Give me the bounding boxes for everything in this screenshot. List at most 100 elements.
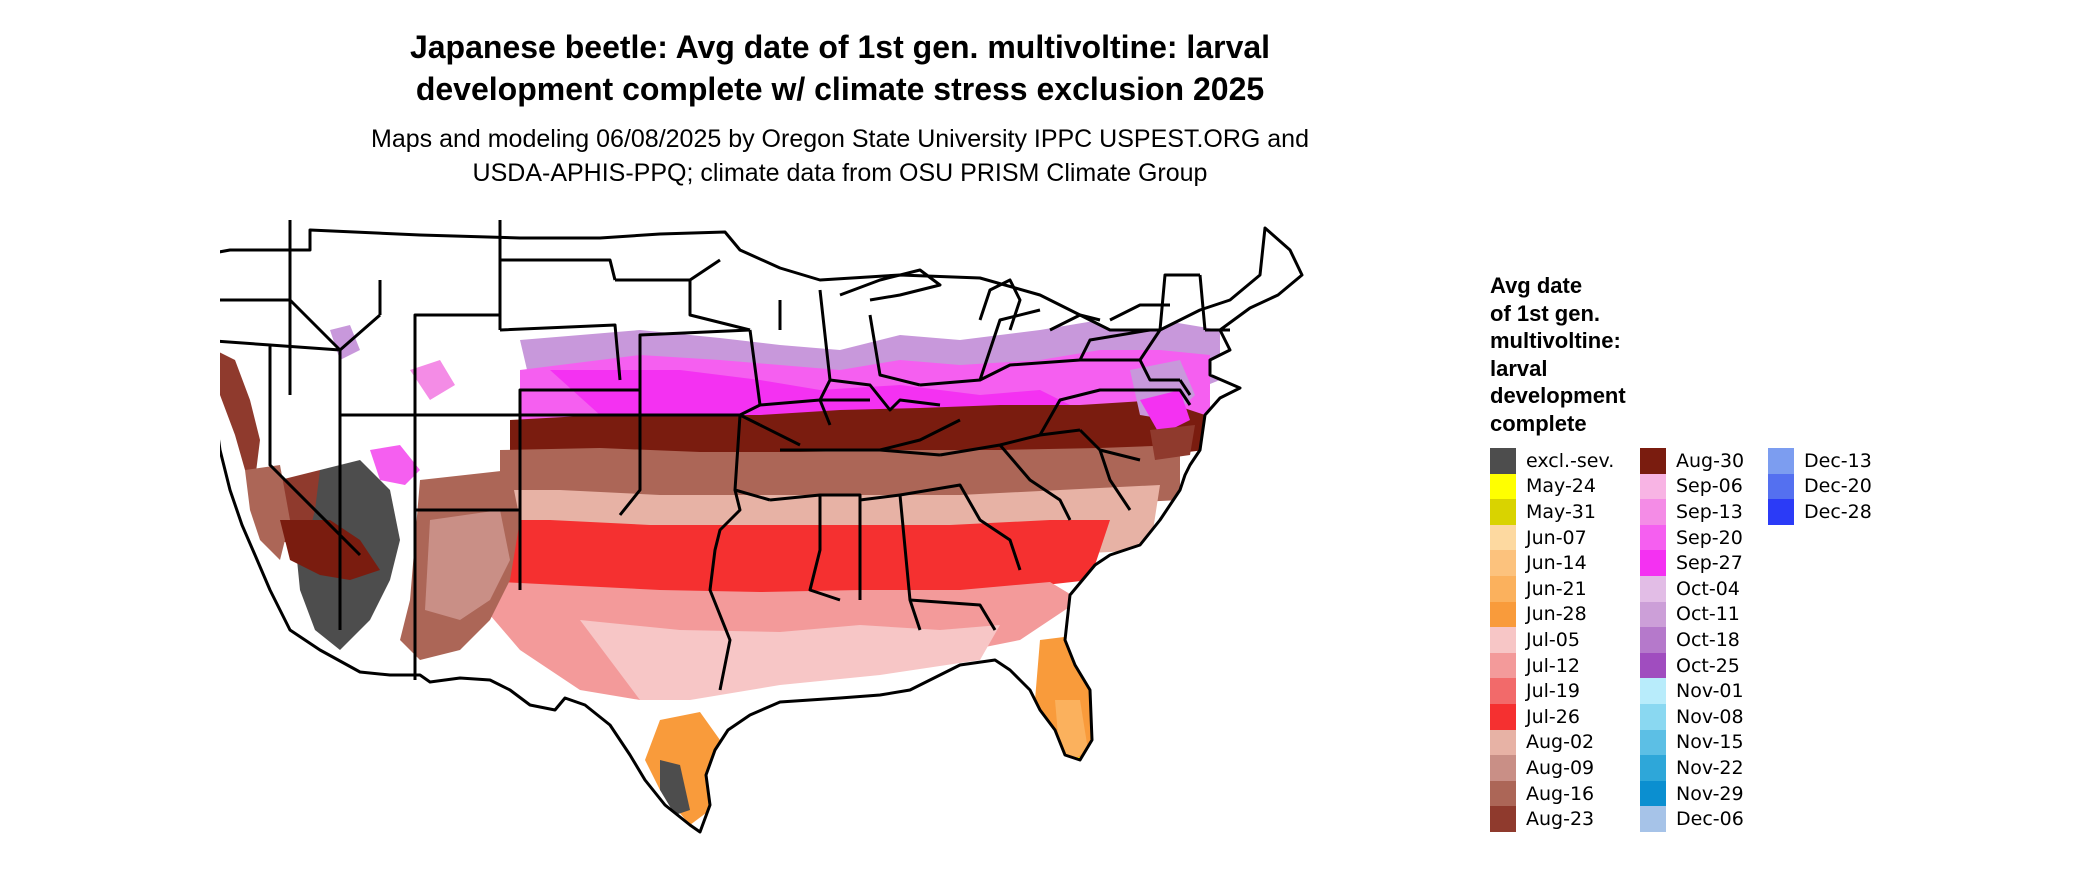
legend-column-3: Dec-13 Dec-20 Dec-28 (1768, 448, 1872, 525)
legend-label: Oct-18 (1676, 628, 1740, 651)
map-title: Japanese beetle: Avg date of 1st gen. mu… (0, 26, 1680, 110)
map-subtitle-line-2: USDA-APHIS-PPQ; climate data from OSU PR… (472, 159, 1208, 187)
legend-swatch (1640, 499, 1666, 525)
legend-item: Sep-20 (1640, 524, 1744, 551)
legend-label: Jul-26 (1526, 705, 1580, 728)
map-title-line-1: Japanese beetle: Avg date of 1st gen. mu… (409, 29, 1271, 65)
legend-item: Oct-25 (1640, 652, 1744, 679)
legend-swatch (1490, 575, 1516, 602)
legend-title-line: of 1st gen. (1490, 300, 1601, 326)
legend-item: Jul-05 (1490, 627, 1614, 653)
legend-swatch (1640, 652, 1666, 679)
legend-item: Oct-04 (1640, 575, 1744, 602)
legend-label: Jun-07 (1526, 526, 1587, 549)
legend-item: Aug-16 (1490, 780, 1614, 807)
legend-label: Nov-08 (1676, 705, 1744, 728)
legend-swatch (1640, 448, 1666, 474)
legend-label: Jun-14 (1526, 552, 1587, 575)
legend-swatch (1490, 524, 1516, 551)
legend-item: Jul-12 (1490, 652, 1614, 679)
legend-swatch (1490, 473, 1516, 500)
legend-item: excl.-sev. (1490, 448, 1614, 474)
legend-item: Sep-27 (1640, 550, 1744, 576)
legend-label: Sep-13 (1676, 500, 1743, 523)
legend-item: Nov-08 (1640, 703, 1744, 730)
legend-label: Oct-11 (1676, 603, 1740, 626)
legend-item: Jul-19 (1490, 678, 1614, 704)
legend-swatch (1490, 729, 1516, 756)
legend-label: Sep-06 (1676, 475, 1743, 498)
legend-item: Nov-29 (1640, 780, 1744, 807)
legend-swatch (1640, 601, 1666, 628)
legend-item: Dec-28 (1768, 499, 1872, 525)
legend-swatch (1640, 627, 1666, 653)
legend-item: Jun-21 (1490, 575, 1614, 602)
legend-label: Dec-13 (1804, 449, 1872, 472)
legend-label: Aug-09 (1526, 756, 1595, 779)
legend-item: Jun-14 (1490, 550, 1614, 576)
legend-label: Aug-02 (1526, 731, 1595, 754)
map-title-line-2: development complete w/ climate stress e… (415, 71, 1265, 107)
legend-swatch (1640, 575, 1666, 602)
us-phenology-map (220, 220, 1304, 834)
legend-label: Nov-22 (1676, 756, 1744, 779)
legend-label: Jul-05 (1526, 628, 1580, 651)
legend-swatch (1768, 473, 1794, 500)
legend-swatch (1640, 703, 1666, 730)
legend-swatch (1640, 806, 1666, 832)
legend-label: Sep-27 (1676, 552, 1743, 575)
legend-item: Nov-15 (1640, 729, 1744, 756)
legend-swatch (1490, 448, 1516, 474)
legend-item: Jun-07 (1490, 524, 1614, 551)
legend-swatch (1640, 678, 1666, 704)
legend-title: Avg date of 1st gen. multivoltine: larva… (1490, 272, 1626, 437)
legend-swatch (1490, 499, 1516, 525)
legend-item: Aug-23 (1490, 806, 1614, 832)
legend-item: Dec-20 (1768, 473, 1872, 500)
legend-label: Dec-20 (1804, 475, 1872, 498)
legend-label: excl.-sev. (1526, 449, 1615, 472)
legend-item: Jun-28 (1490, 601, 1614, 628)
legend-swatch (1490, 806, 1516, 832)
legend-label: Jul-19 (1526, 680, 1580, 703)
legend-title-line: multivoltine: (1490, 328, 1621, 353)
legend-item: May-24 (1490, 473, 1614, 500)
legend-label: Aug-16 (1526, 782, 1595, 805)
legend-label: Jul-12 (1526, 654, 1580, 677)
legend-item: Aug-30 (1640, 448, 1744, 474)
legend-title-line: complete (1490, 410, 1587, 436)
legend-label: Sep-20 (1676, 526, 1743, 549)
legend-label: Jun-21 (1526, 577, 1587, 600)
legend-item: Aug-09 (1490, 755, 1614, 781)
legend-swatch (1640, 524, 1666, 551)
legend-column-1: excl.-sev. May-24 May-31 Jun-07 Jun-14 Jun-21… (1490, 448, 1614, 832)
legend-label: Aug-23 (1526, 808, 1595, 831)
state-boundaries (220, 220, 1304, 834)
legend-label: Nov-01 (1676, 680, 1744, 703)
legend-column-2: Aug-30 Sep-06 Sep-13 Sep-20 Sep-27 Oct-04 Oct-… (1640, 448, 1744, 832)
legend-swatch (1768, 448, 1794, 474)
legend-swatch (1640, 755, 1666, 781)
legend-swatch (1490, 703, 1516, 730)
legend-label: Jun-28 (1526, 603, 1587, 626)
legend-swatch (1490, 627, 1516, 653)
legend-swatch (1640, 473, 1666, 500)
legend-swatch (1490, 678, 1516, 704)
legend-swatch (1490, 652, 1516, 679)
legend-label: Oct-04 (1676, 577, 1740, 600)
legend-item: Dec-13 (1768, 448, 1872, 474)
legend-item: Jul-26 (1490, 703, 1614, 730)
legend-label: May-31 (1526, 500, 1596, 523)
legend-swatch (1640, 729, 1666, 756)
legend-swatch (1640, 780, 1666, 807)
map-subtitle-line-1: Maps and modeling 06/08/2025 by Oregon S… (371, 125, 1309, 153)
legend-item: Oct-18 (1640, 627, 1744, 653)
legend-title-line: larval (1490, 355, 1548, 381)
legend-swatch (1490, 550, 1516, 576)
legend-swatch (1640, 550, 1666, 576)
legend-item: May-31 (1490, 499, 1614, 525)
legend-item: Nov-01 (1640, 678, 1744, 704)
legend-item: Aug-02 (1490, 729, 1614, 756)
legend-label: May-24 (1526, 475, 1596, 498)
legend-item: Nov-22 (1640, 755, 1744, 781)
